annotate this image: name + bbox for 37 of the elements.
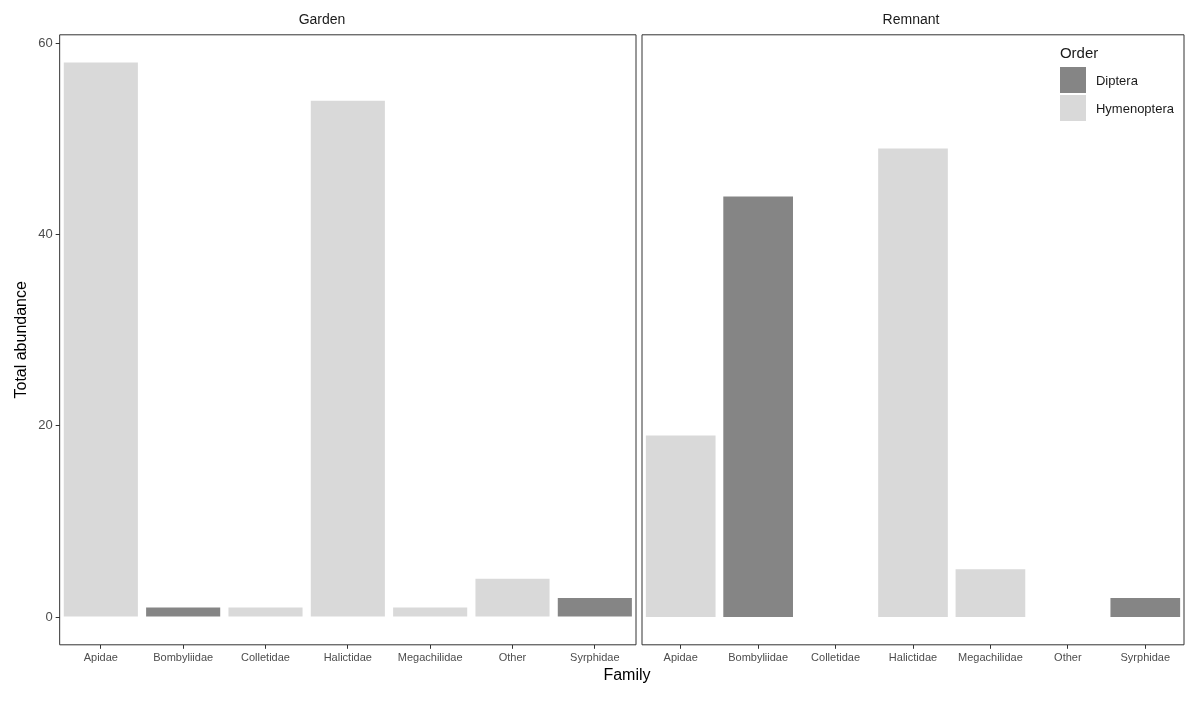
bar — [1110, 597, 1181, 618]
x-tick-label: Other — [498, 651, 527, 664]
x-tick-label: Bombyliidae — [153, 651, 214, 664]
bar — [310, 100, 385, 617]
bar — [393, 607, 468, 617]
bar — [63, 62, 138, 617]
x-tick-label: Other — [1054, 651, 1082, 664]
bar — [645, 435, 716, 618]
y-tick-label: 40 — [38, 226, 53, 242]
y-tick-label: 0 — [45, 608, 53, 624]
legend-label: Diptera — [1095, 72, 1138, 88]
x-tick-label: Apidae — [663, 651, 698, 664]
y-tick-label: 20 — [38, 417, 53, 433]
legend-title: Order — [1059, 44, 1100, 61]
bar — [723, 196, 793, 618]
x-tick-label: Syrphidae — [570, 651, 620, 664]
x-tick-label: Colletidae — [241, 651, 290, 664]
y-axis-title: Total abundance — [12, 280, 30, 399]
x-tick-label: Halictidae — [323, 651, 372, 664]
bar — [557, 597, 632, 617]
x-tick-label: Megachilidae — [397, 651, 463, 664]
x-tick-label: Syrphidae — [1120, 651, 1171, 664]
x-tick-label: Halictidae — [888, 651, 938, 664]
y-tick-label: 60 — [38, 34, 53, 50]
x-tick-label: Apidae — [83, 651, 118, 664]
x-tick-label: Megachilidae — [958, 651, 1023, 664]
x-axis-title: Family — [602, 666, 652, 684]
bar — [955, 569, 1026, 618]
bar — [878, 148, 948, 618]
legend-label: Hymenoptera — [1095, 100, 1174, 116]
bar — [475, 578, 550, 617]
chart-title: Remnant — [882, 11, 940, 28]
x-tick-label: Bombyliidae — [728, 651, 789, 664]
x-tick-label: Colletidae — [811, 651, 861, 664]
chart-title: Garden — [298, 11, 346, 28]
bar — [146, 607, 221, 617]
bar — [228, 607, 303, 617]
